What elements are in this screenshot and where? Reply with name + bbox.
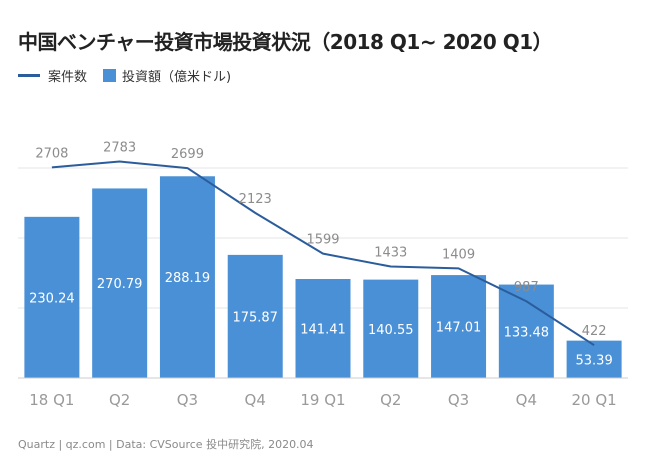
source-footer: Quartz | qz.com | Data: CVSource 投中研究院, …: [18, 438, 314, 451]
bar-5: [295, 279, 351, 378]
line-value-label: 2708: [35, 146, 68, 161]
line-value-label: 2123: [239, 192, 272, 207]
line-value-label: 2783: [103, 141, 136, 156]
bar-value-label: 288.19: [165, 271, 211, 286]
x-tick-label: Q4: [245, 391, 266, 409]
line-value-label: 1599: [306, 233, 339, 248]
x-tick-label: 20 Q1: [572, 391, 617, 409]
x-tick-label: Q3: [448, 391, 469, 409]
legend: 案件数 投資額（億米ドル): [18, 66, 231, 85]
bar-value-label: 147.01: [436, 321, 482, 336]
bar-value-label: 140.55: [368, 323, 414, 338]
line-value-label: 1409: [442, 247, 475, 262]
x-tick-label: Q2: [380, 391, 401, 409]
bar-2: [92, 188, 148, 378]
line-value-label: 2699: [171, 147, 204, 162]
line-value-label: 987: [514, 280, 539, 295]
line-series-count: [51, 160, 595, 347]
legend-bar-label: 投資額（億米ドル): [122, 70, 232, 85]
legend-line-label: 案件数: [48, 70, 88, 85]
line-value-label: 1433: [374, 246, 407, 261]
bar-value-label: 270.79: [97, 277, 143, 292]
x-tick-label: 18 Q1: [29, 391, 74, 409]
bar-1: [24, 216, 80, 378]
x-tick-label: Q2: [109, 391, 130, 409]
bar-7: [431, 275, 487, 378]
legend-line-swatch: [18, 74, 40, 77]
legend-bar-swatch: [103, 69, 117, 82]
chart-title: 中国ベンチャー投資市場投資状況（2018 Q1~ 2020 Q1）: [18, 30, 553, 54]
bar-value-label: 53.39: [576, 353, 613, 368]
x-tick-label: Q3: [177, 391, 198, 409]
bar-3: [159, 176, 215, 378]
bar-value-label: 141.41: [300, 323, 346, 338]
bar-value-label: 175.87: [232, 310, 278, 325]
x-tick-label: Q4: [516, 391, 537, 409]
bar-4: [227, 254, 283, 378]
line-value-label: 422: [582, 324, 607, 339]
bar-value-label: 133.48: [504, 325, 550, 340]
bar-9: [566, 340, 622, 378]
bar-6: [363, 279, 419, 378]
x-tick-label: 19 Q1: [300, 391, 345, 409]
bar-value-label: 230.24: [29, 291, 75, 306]
